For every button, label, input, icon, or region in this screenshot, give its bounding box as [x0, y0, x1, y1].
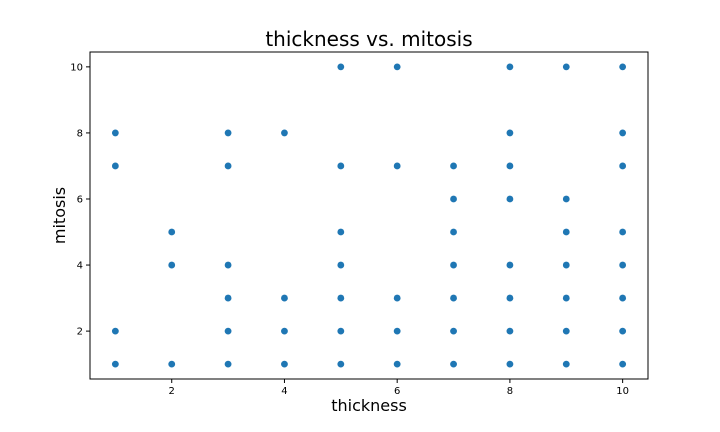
data-point: [506, 162, 514, 170]
data-point: [393, 360, 401, 368]
data-point: [450, 360, 457, 368]
data-point: [168, 360, 176, 368]
points-layer: [111, 63, 627, 368]
data-point: [619, 129, 627, 137]
data-point: [393, 327, 401, 335]
x-tick-label: 2: [169, 386, 175, 397]
x-axis-title: thickness: [331, 396, 407, 415]
data-point: [281, 129, 288, 137]
x-tick-label: 6: [394, 386, 400, 397]
data-point: [393, 294, 401, 302]
data-point: [393, 63, 401, 71]
data-point: [111, 129, 119, 137]
data-point: [337, 228, 345, 236]
x-tick-label: 10: [616, 386, 629, 397]
data-point: [619, 360, 627, 368]
data-point: [506, 360, 514, 368]
data-point: [450, 327, 457, 335]
data-point: [337, 162, 345, 170]
data-point: [619, 261, 627, 269]
data-point: [450, 294, 457, 302]
data-point: [337, 360, 345, 368]
x-tick-label: 8: [507, 386, 513, 397]
data-point: [224, 261, 232, 269]
data-point: [619, 327, 627, 335]
data-point: [281, 294, 288, 302]
y-tick-label: 2: [77, 327, 83, 338]
data-point: [619, 63, 627, 71]
data-point: [111, 162, 119, 170]
data-point: [619, 294, 627, 302]
data-point: [562, 228, 570, 236]
data-point: [224, 162, 232, 170]
data-point: [337, 63, 345, 71]
data-point: [450, 228, 457, 236]
data-point: [619, 228, 627, 236]
data-point: [111, 360, 119, 368]
data-point: [619, 162, 627, 170]
data-point: [281, 360, 288, 368]
data-point: [506, 294, 514, 302]
y-tick-label: 8: [77, 128, 83, 139]
data-point: [281, 327, 288, 335]
y-tick-label: 4: [77, 261, 83, 272]
y-axis-title: mitosis: [50, 187, 69, 244]
data-point: [337, 261, 345, 269]
data-point: [450, 162, 457, 170]
data-point: [562, 360, 570, 368]
data-point: [337, 327, 345, 335]
ticks-layer: 2 4 6 8 10 2 4 6 8 10: [70, 62, 629, 397]
data-point: [506, 129, 514, 137]
data-point: [562, 327, 570, 335]
data-point: [111, 327, 119, 335]
data-point: [224, 360, 232, 368]
y-tick-label: 6: [77, 194, 83, 205]
chart-title: thickness vs. mitosis: [265, 27, 472, 51]
y-tick-label: 10: [70, 62, 83, 73]
data-point: [168, 228, 176, 236]
data-point: [562, 261, 570, 269]
data-point: [224, 327, 232, 335]
data-point: [337, 294, 345, 302]
data-point: [562, 294, 570, 302]
data-point: [506, 195, 514, 203]
plot-frame: [89, 51, 649, 380]
data-point: [393, 162, 401, 170]
data-point: [506, 63, 514, 71]
data-point: [450, 261, 457, 269]
data-point: [224, 129, 232, 137]
data-point: [562, 63, 570, 71]
data-point: [506, 261, 514, 269]
data-point: [562, 195, 570, 203]
x-tick-label: 4: [281, 386, 287, 397]
data-point: [450, 195, 457, 203]
data-point: [224, 294, 232, 302]
data-point: [168, 261, 176, 269]
data-point: [506, 327, 514, 335]
